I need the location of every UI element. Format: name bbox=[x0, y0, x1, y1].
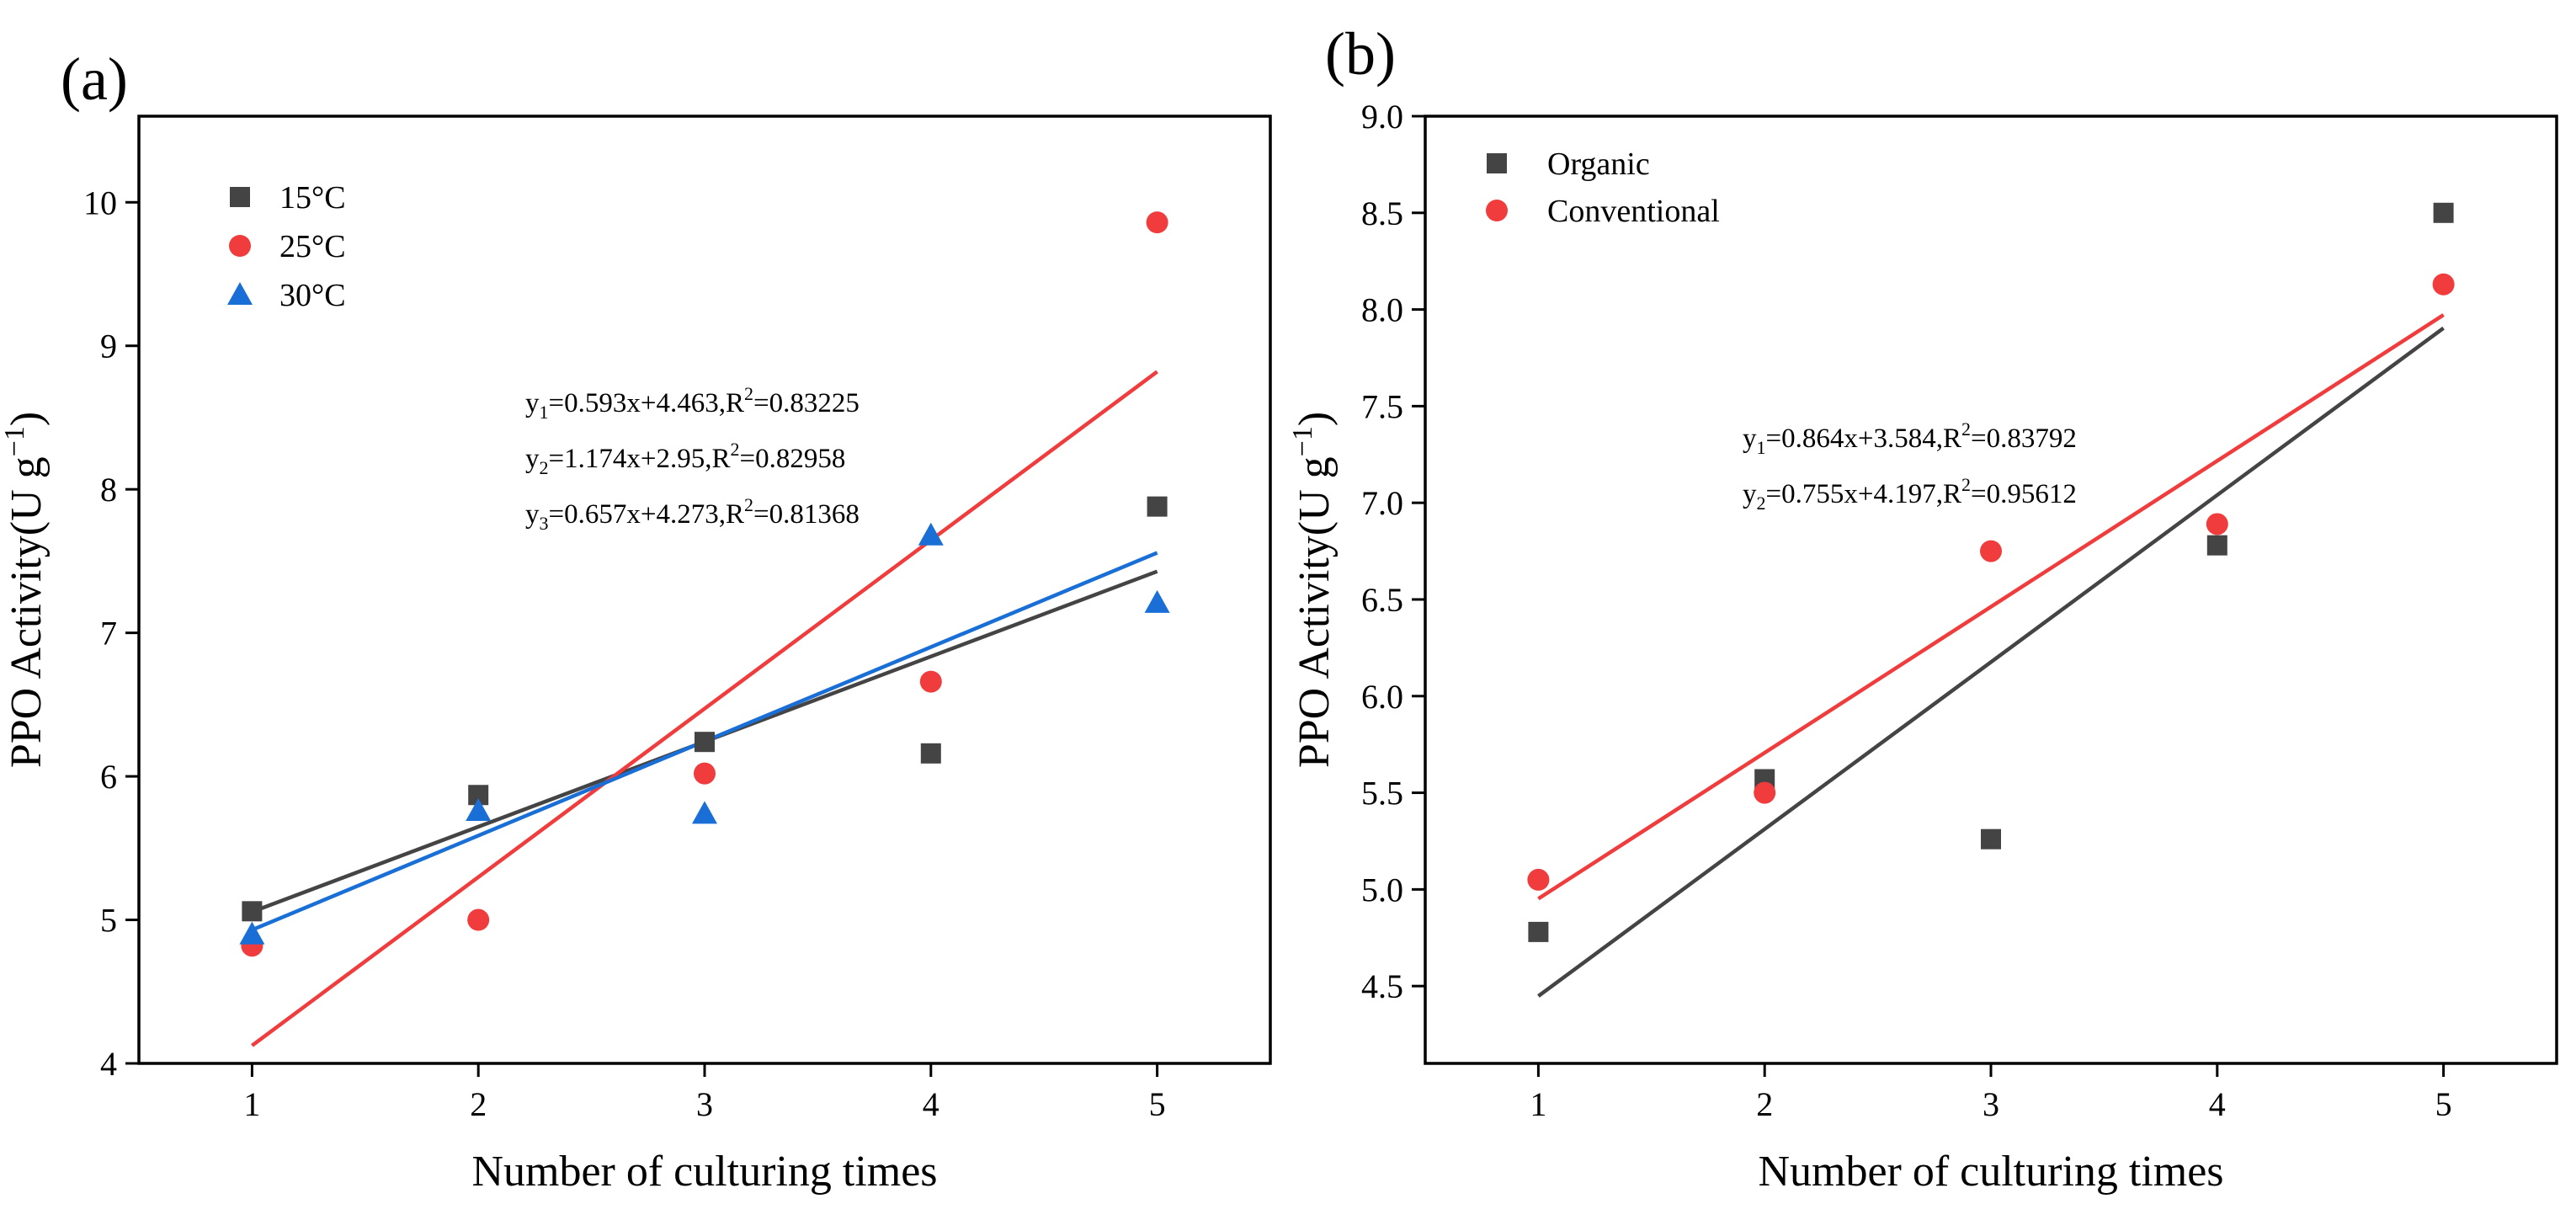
data-point-series-2 bbox=[919, 670, 942, 693]
x-axis-title: Number of culturing times bbox=[471, 1148, 937, 1196]
x-tick-label: 1 bbox=[1530, 1085, 1546, 1123]
regression-equation: y2=0.755x+4.197,R2=0.95612 bbox=[1743, 474, 2077, 514]
y-axis-title-main: PPO Activity(U g bbox=[1291, 456, 1339, 768]
regression-equation: y1=0.593x+4.463,R2=0.83225 bbox=[525, 383, 860, 423]
legend-label: Conventional bbox=[1547, 194, 1720, 229]
legend-marker bbox=[227, 282, 253, 305]
y-tick-label: 10 bbox=[83, 184, 117, 221]
data-point-series-3 bbox=[918, 522, 944, 546]
x-tick-label: 3 bbox=[1983, 1085, 1999, 1123]
y-tick-label: 7.5 bbox=[1361, 387, 1403, 425]
legend-marker bbox=[1486, 200, 1508, 221]
chart-panel-b: (b) 1 2 3 4 5 4.5 5.0 5.5 6.0 6.5 7.0 7.5 8.0 8.5 9.0 Nu… bbox=[1287, 20, 2558, 1196]
regression-equation: y2=1.174x+2.95,R2=0.82958 bbox=[525, 439, 845, 478]
y-axis-title: PPO Activity(U g−1) bbox=[1287, 412, 1339, 768]
legend-label: 25°C bbox=[279, 229, 346, 264]
panel-label: (a) bbox=[61, 45, 128, 113]
y-tick-label: 6.5 bbox=[1361, 581, 1403, 619]
data-point-series-2 bbox=[1754, 781, 1776, 804]
data-point-series-1 bbox=[1981, 828, 2001, 850]
x-axis-title: Number of culturing times bbox=[1758, 1148, 2223, 1196]
regression-equation: y1=0.864x+3.584,R2=0.83792 bbox=[1743, 418, 2077, 458]
y-tick-label: 7.0 bbox=[1361, 484, 1403, 522]
plot-frame bbox=[1424, 115, 2558, 1065]
y-tick-label: 5.5 bbox=[1361, 775, 1403, 812]
data-point-series-2 bbox=[694, 762, 716, 785]
x-tick-label: 2 bbox=[1756, 1085, 1773, 1123]
data-point-series-2 bbox=[1527, 868, 1550, 891]
data-point-series-2 bbox=[467, 908, 490, 931]
x-tick-label: 5 bbox=[1149, 1085, 1166, 1123]
panel-label: (b) bbox=[1325, 20, 1396, 88]
data-point-series-1 bbox=[1147, 496, 1168, 517]
data-point-series-1 bbox=[920, 743, 941, 764]
y-tick-label: 6.0 bbox=[1361, 678, 1403, 716]
data-point-series-3 bbox=[239, 921, 265, 945]
x-tick-label: 3 bbox=[696, 1085, 713, 1123]
data-point-series-1 bbox=[1528, 921, 1549, 942]
data-point-series-2 bbox=[2432, 273, 2455, 296]
y-tick-label: 7 bbox=[100, 615, 117, 653]
y-tick-label: 9.0 bbox=[1361, 98, 1403, 136]
x-tick-label: 5 bbox=[2435, 1085, 2452, 1123]
chart-panel-a: (a) 1 2 3 4 5 4 5 6 7 8 9 10 Number of culturing time… bbox=[0, 45, 1272, 1196]
y-axis-title-close: ) bbox=[1291, 412, 1339, 426]
y-tick-label: 8 bbox=[100, 471, 117, 509]
fit-line-2 bbox=[251, 370, 1158, 1047]
data-point-series-1 bbox=[242, 901, 263, 922]
legend-label: 15°C bbox=[279, 180, 346, 216]
legend-label: Organic bbox=[1547, 147, 1650, 182]
y-tick-label: 6 bbox=[100, 758, 117, 796]
x-tick-label: 4 bbox=[2209, 1085, 2226, 1123]
y-tick-label: 8.0 bbox=[1361, 291, 1403, 329]
y-tick-label: 9 bbox=[100, 328, 117, 365]
data-point-series-1 bbox=[2206, 535, 2227, 556]
y-axis-title-main: PPO Activity(U g bbox=[3, 456, 51, 768]
legend-label: 30°C bbox=[279, 278, 346, 313]
y-tick-label: 8.5 bbox=[1361, 194, 1403, 232]
y-tick-label: 5 bbox=[100, 902, 117, 940]
y-axis-title-sup: −1 bbox=[0, 426, 30, 456]
legend-marker bbox=[1487, 153, 1507, 173]
y-axis-title: PPO Activity(U g−1) bbox=[0, 412, 51, 768]
data-point-series-3 bbox=[692, 801, 717, 824]
data-point-series-2 bbox=[2206, 513, 2228, 535]
data-point-series-2 bbox=[1980, 540, 2002, 562]
x-tick-label: 4 bbox=[923, 1085, 939, 1123]
fit-line-2 bbox=[1537, 313, 2445, 901]
y-axis-title-close: ) bbox=[3, 412, 51, 426]
fit-line-1 bbox=[1537, 326, 2445, 998]
y-tick-label: 4 bbox=[100, 1045, 117, 1083]
y-axis-title-sup: −1 bbox=[1287, 426, 1318, 456]
data-point-series-3 bbox=[1144, 589, 1170, 613]
data-point-series-1 bbox=[2433, 202, 2454, 223]
x-tick-label: 1 bbox=[243, 1085, 260, 1123]
data-point-series-3 bbox=[466, 798, 492, 821]
y-tick-label: 4.5 bbox=[1361, 967, 1403, 1005]
legend-marker bbox=[230, 187, 250, 207]
x-tick-label: 2 bbox=[470, 1085, 487, 1123]
y-tick-label: 5.0 bbox=[1361, 871, 1403, 908]
data-point-series-2 bbox=[1146, 211, 1168, 234]
legend-marker bbox=[229, 235, 251, 257]
regression-equation: y3=0.657x+4.273,R2=0.81368 bbox=[525, 494, 860, 534]
data-point-series-1 bbox=[695, 732, 715, 753]
